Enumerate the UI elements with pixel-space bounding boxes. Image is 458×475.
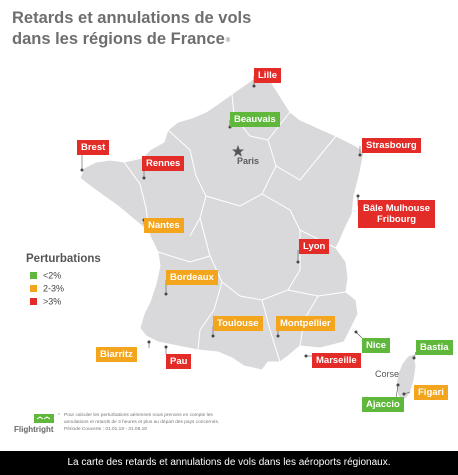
airport-label-pau: Pau	[166, 354, 192, 369]
airport-label-lille: Lille	[254, 68, 282, 83]
legend-label-mid: 2-3%	[43, 283, 65, 294]
logo-text: Flightright	[14, 425, 54, 434]
legend-item-low: <2%	[30, 270, 61, 281]
legend-swatch-red	[30, 298, 37, 306]
airport-label-montpellier: Montpellier	[276, 316, 335, 331]
legend-label-low: <2%	[43, 270, 62, 281]
airport-label-strasbourg: Strasbourg	[362, 138, 421, 153]
corsica-island	[395, 353, 417, 401]
airport-label-nantes: Nantes	[144, 218, 184, 233]
title-line-2: dans les régions de France	[12, 30, 225, 48]
title-line-1: Retards et annulations de vols	[12, 9, 252, 27]
footnote: * Pour calculer les perturbations aérien…	[58, 412, 264, 433]
basel-line-1: Bâle Mulhouse	[363, 203, 431, 214]
airport-label-brest: Brest	[77, 140, 110, 155]
footnote-line-2: annulations et retards de 3 heures et pl…	[64, 420, 220, 425]
footnote-line-3: Période Couverte : 01.01.18 - 31.08.18	[64, 427, 147, 432]
airport-label-figari: Figari	[414, 385, 448, 400]
airport-label-basel-mulhouse-fribourg: Bâle Mulhouse Fribourg	[358, 200, 436, 228]
legend-label-high: >3%	[43, 296, 62, 307]
legend-item-mid: 2-3%	[30, 283, 64, 294]
airport-label-rennes: Rennes	[142, 156, 185, 171]
corse-label: Corse	[375, 369, 400, 379]
map-title: Retards et annulations de vols dans les …	[12, 8, 342, 50]
flightright-logo-icon	[34, 414, 54, 423]
footnote-marker: *	[58, 413, 60, 418]
airport-label-bastia: Bastia	[416, 340, 453, 355]
airport-label-biarritz: Biarritz	[96, 347, 137, 362]
airport-label-lyon: Lyon	[299, 239, 330, 254]
legend-swatch-green	[30, 272, 37, 280]
airport-label-ajaccio: Ajaccio	[362, 397, 404, 412]
paris-star	[232, 145, 244, 157]
airport-label-beauvais: Beauvais	[230, 112, 280, 127]
airport-label-marseille: Marseille	[312, 353, 361, 368]
footnote-line-1: Pour calculer les perturbations aérienne…	[64, 413, 213, 418]
airport-label-nice: Nice	[362, 338, 391, 353]
legend-title: Perturbations	[26, 253, 101, 265]
airport-label-toulouse: Toulouse	[213, 316, 263, 331]
legend-item-high: >3%	[30, 296, 61, 307]
legend-swatch-orange	[30, 285, 37, 293]
basel-line-2: Fribourg	[376, 214, 417, 225]
france-mainland	[79, 73, 365, 371]
airport-label-bordeaux: Bordeaux	[166, 270, 218, 285]
paris-label: Paris	[237, 156, 260, 166]
image-caption: La carte des retards et annulations de v…	[0, 451, 458, 475]
title-mark: ®	[225, 38, 231, 44]
